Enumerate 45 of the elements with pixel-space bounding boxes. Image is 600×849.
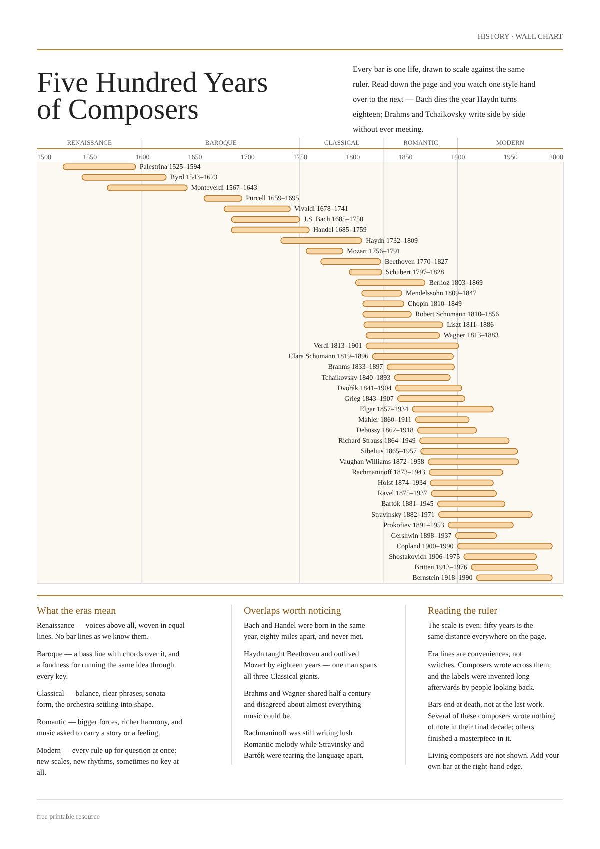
chart-subtitle: Every bar is one life, drawn to scale against the same ruler. Read down the page and you watch one style hand over to the next — Bach dies the year Haydn turns eighteen; Brahms and Tchaikovsky write side by side without ever meeting.	[353, 65, 536, 134]
bar	[394, 374, 451, 382]
bar	[372, 353, 454, 360]
bar	[362, 311, 412, 318]
bar	[280, 237, 362, 244]
bar	[428, 469, 504, 476]
bar	[431, 490, 498, 497]
bar	[397, 396, 466, 402]
bar	[204, 195, 243, 202]
bar	[471, 564, 538, 571]
bar	[366, 332, 440, 339]
bar	[362, 300, 405, 308]
bar	[412, 406, 494, 413]
bar	[231, 226, 310, 234]
bar	[455, 532, 498, 540]
bar	[366, 342, 460, 350]
bar	[476, 574, 553, 582]
bar	[320, 258, 382, 266]
bar	[306, 248, 344, 255]
bar	[364, 322, 444, 328]
bar	[62, 164, 136, 170]
bar	[430, 480, 494, 486]
chart-title: Five Hundred Years of Composers	[37, 67, 268, 126]
bar	[386, 364, 456, 371]
bar	[231, 216, 300, 223]
bar	[395, 385, 462, 392]
bar	[448, 522, 514, 529]
bar	[437, 500, 506, 508]
text: Reading the ruler	[428, 606, 498, 617]
bar	[107, 184, 188, 192]
bar	[428, 458, 520, 466]
bar	[349, 269, 382, 276]
text: Overlaps worth noticing	[244, 606, 342, 617]
bar	[438, 511, 533, 518]
bar	[420, 448, 518, 455]
bar	[355, 280, 426, 286]
text: What the eras mean	[37, 606, 116, 617]
bar	[224, 206, 291, 212]
bar	[417, 427, 478, 434]
bar	[420, 438, 510, 444]
bar	[362, 290, 402, 297]
bar	[415, 416, 470, 424]
bar	[457, 543, 553, 550]
bar	[464, 554, 538, 560]
bar	[82, 174, 167, 181]
